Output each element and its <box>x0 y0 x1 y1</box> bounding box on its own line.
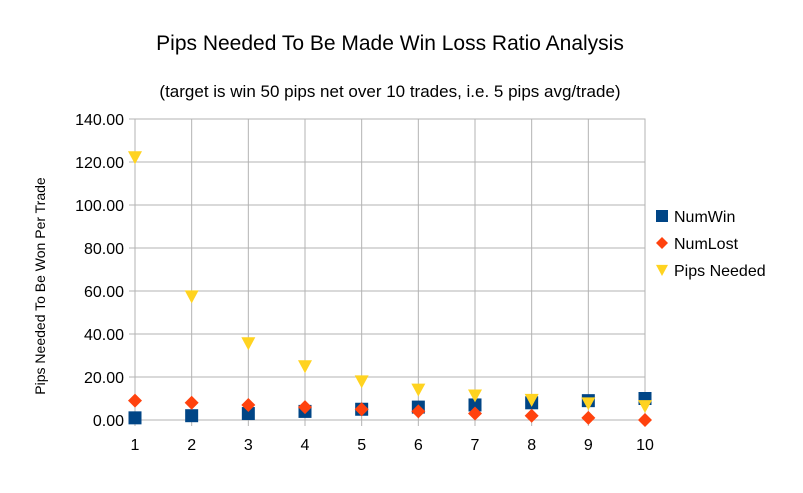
legend-label-numwin: NumWin <box>674 209 735 226</box>
series-pips-needed <box>128 151 652 414</box>
chart-subtitle: (target is win 50 pips net over 10 trade… <box>159 82 620 101</box>
y-tick-label: 80.00 <box>84 241 124 258</box>
x-tick-label: 2 <box>187 437 196 454</box>
numlost-point <box>638 413 652 427</box>
legend-marker-numlost <box>656 237 668 249</box>
numwin-point <box>241 407 255 421</box>
numlost-point <box>411 404 426 419</box>
pips-needed-point <box>638 400 652 414</box>
y-tick-label: 20.00 <box>84 370 124 387</box>
numlost-point <box>298 400 312 415</box>
y-tick-label: 100.00 <box>75 198 124 215</box>
y-tick-label: 60.00 <box>84 284 124 301</box>
numlost-point <box>128 393 142 408</box>
pips-needed-point <box>241 337 256 351</box>
numlost-point <box>184 395 199 410</box>
y-axis-label: Pips Needed To Be Won Per Trade <box>32 177 48 395</box>
numwin-point <box>128 411 142 425</box>
x-tick-label: 1 <box>131 437 140 454</box>
numwin-point <box>185 409 199 423</box>
series-numlost <box>128 393 652 427</box>
pips-needed-point <box>524 393 539 407</box>
x-tick-label: 7 <box>471 437 480 454</box>
x-tick-label: 8 <box>527 437 536 454</box>
y-tick-label: 40.00 <box>84 327 124 344</box>
pips-needed-point <box>411 383 426 397</box>
legend-label-pips-needed: Pips Needed <box>674 263 766 280</box>
pips-needed-point <box>354 375 369 389</box>
numlost-point <box>468 406 482 421</box>
pips-needed-point <box>128 151 142 165</box>
pips-needed-point <box>184 290 199 304</box>
plot-frame <box>134 118 646 421</box>
pips-needed-point <box>581 397 596 411</box>
x-tick-label: 6 <box>414 437 423 454</box>
series-numwin <box>128 392 652 425</box>
legend-label-numlost: NumLost <box>674 236 739 253</box>
x-tick-label: 9 <box>584 437 593 454</box>
pips-needed-point <box>468 389 482 403</box>
y-tick-label: 140.00 <box>75 112 124 129</box>
numlost-point <box>524 408 539 423</box>
numlost-point <box>241 397 256 412</box>
numlost-point <box>581 410 596 425</box>
x-tick-label: 10 <box>636 437 654 454</box>
y-tick-label: 120.00 <box>75 155 124 172</box>
axis-ticks: 0.00 20.00 40.00 60.00 80.00 100.00 120.00 140.… <box>75 112 654 454</box>
legend: NumWin NumLost Pips Needed <box>656 209 766 280</box>
chart-title: Pips Needed To Be Made Win Loss Ratio An… <box>156 32 624 55</box>
x-tick-label: 5 <box>357 437 366 454</box>
gridlines <box>129 118 646 426</box>
y-tick-label: 0.00 <box>93 413 124 430</box>
numlost-point <box>354 402 369 417</box>
legend-marker-numwin <box>656 210 668 222</box>
numwin-point <box>468 398 482 412</box>
x-tick-label: 4 <box>301 437 310 454</box>
pips-needed-point <box>298 360 312 374</box>
legend-marker-pips-needed <box>656 264 668 276</box>
data-points <box>128 151 652 427</box>
x-tick-label: 3 <box>244 437 253 454</box>
